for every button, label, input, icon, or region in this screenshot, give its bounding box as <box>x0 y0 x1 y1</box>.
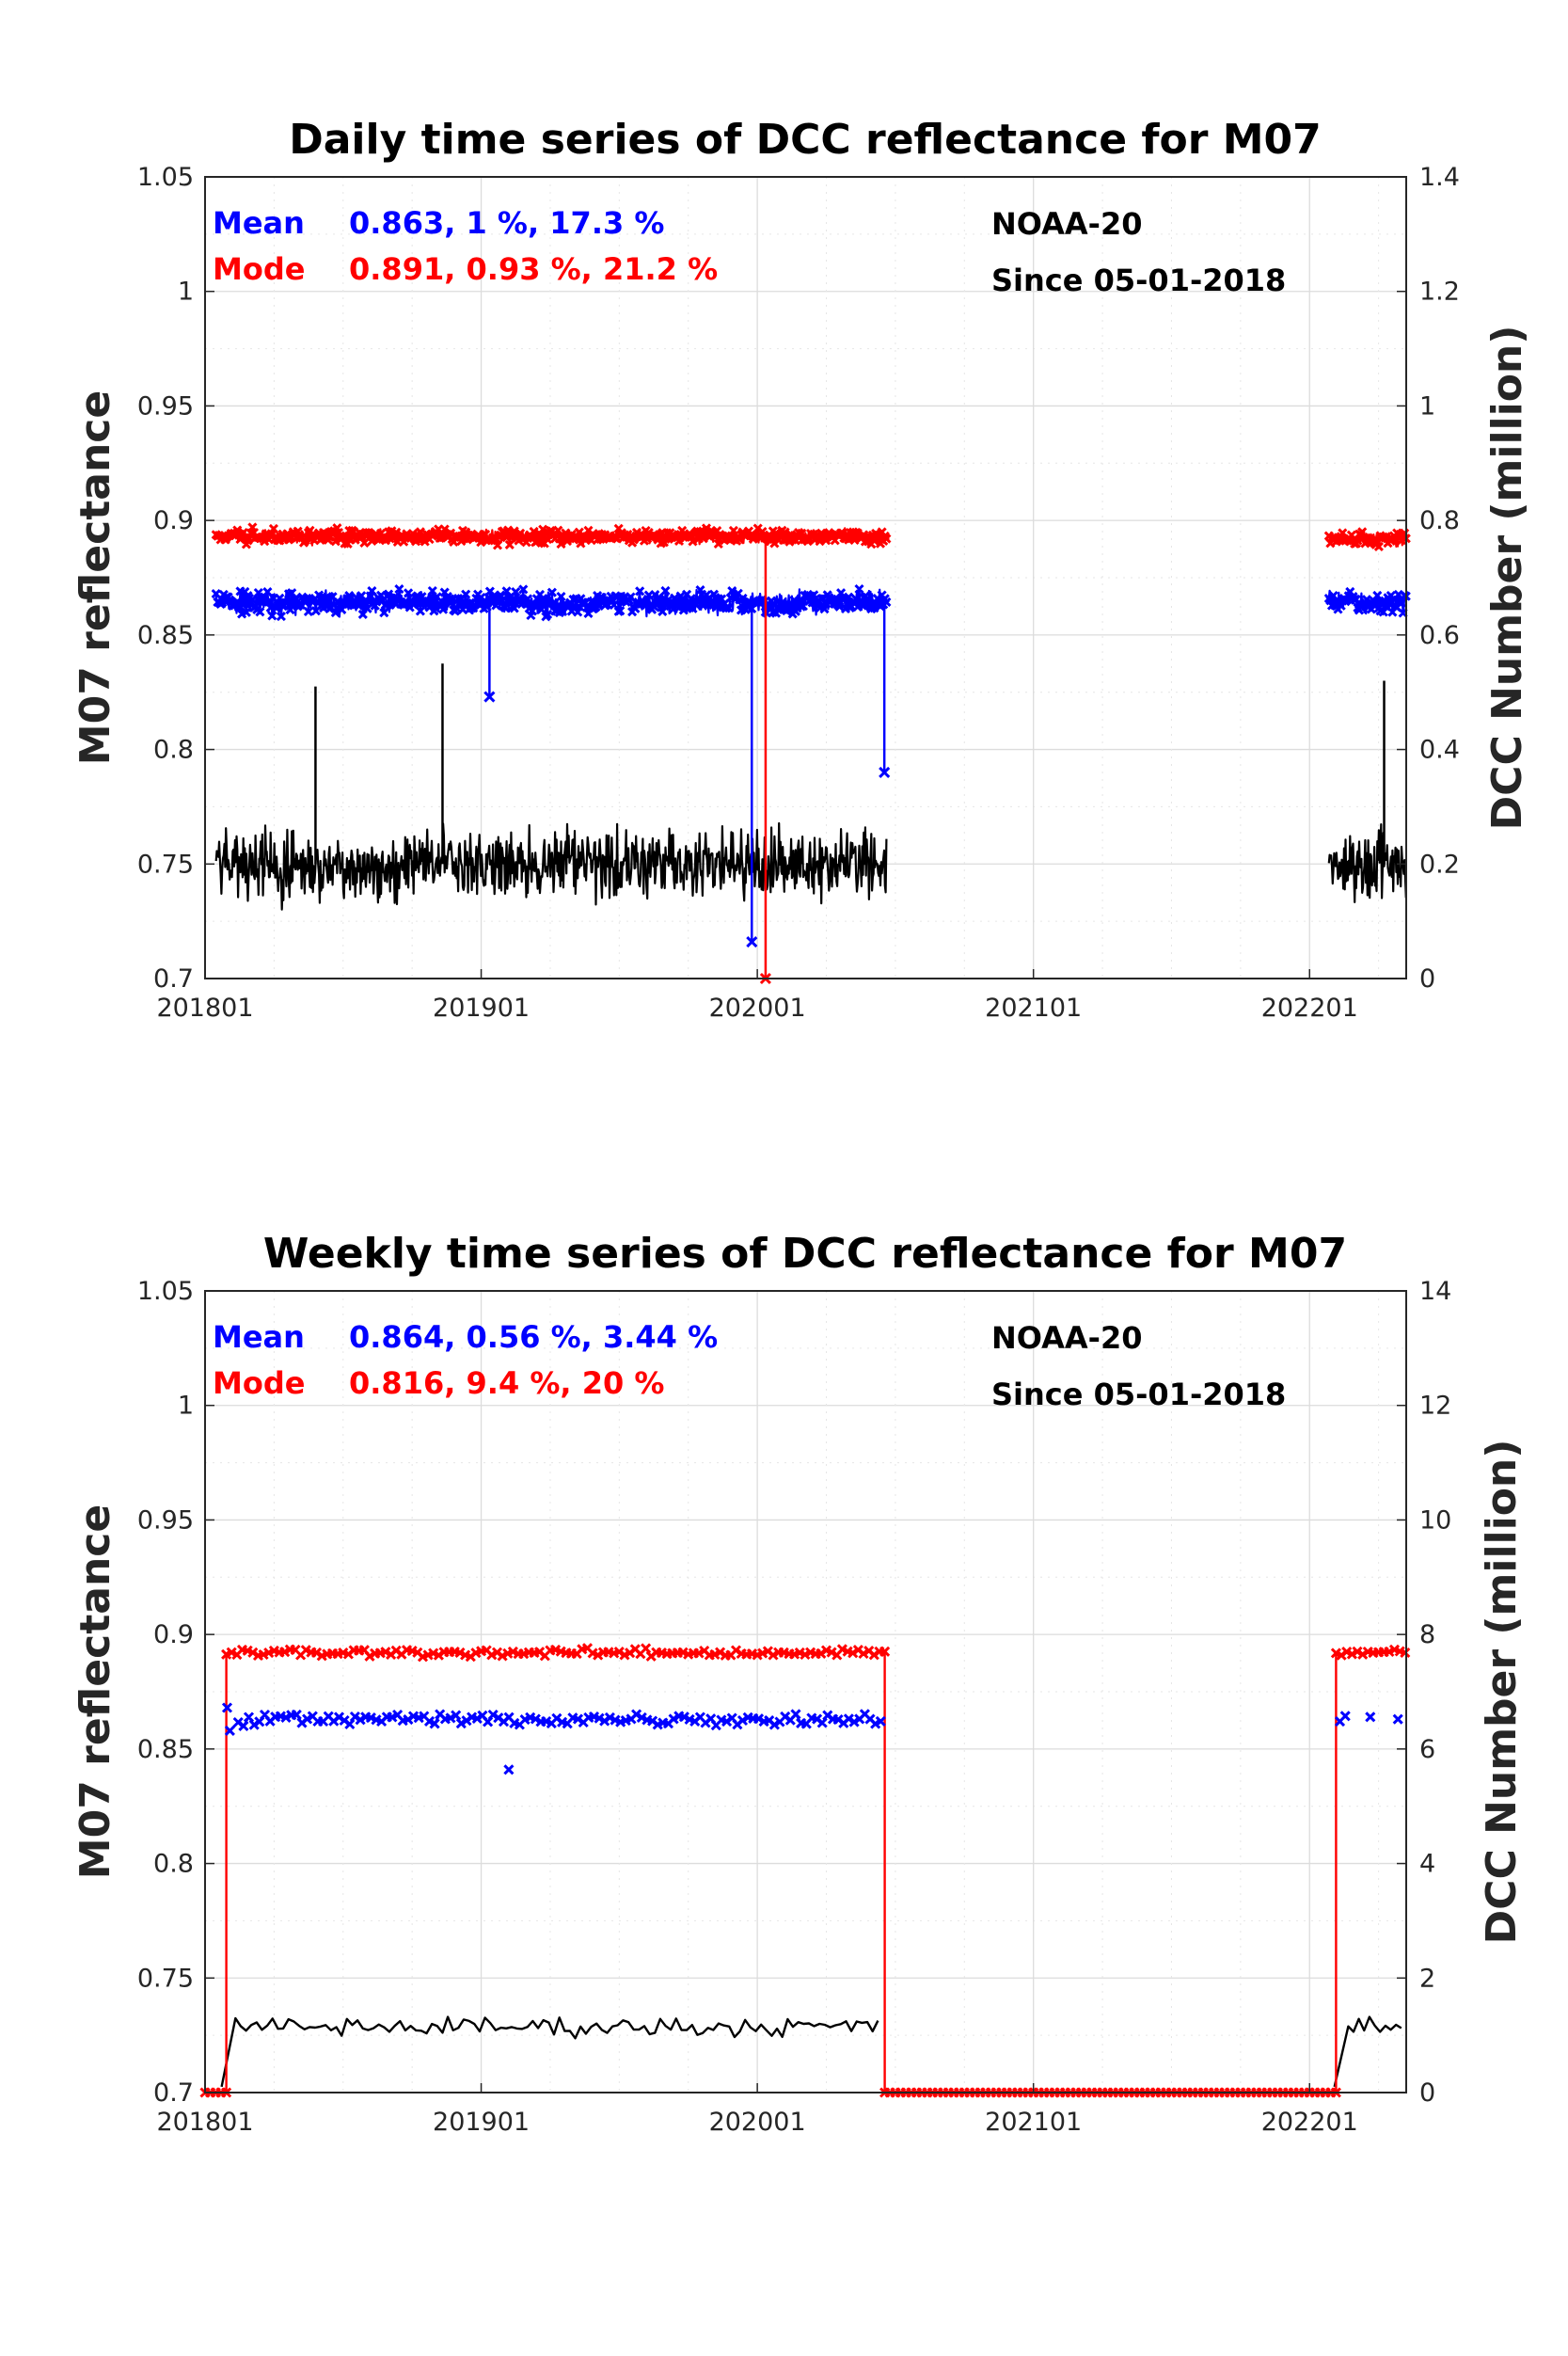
y-tick-label: 0.8 <box>153 736 194 765</box>
x-tick-label: 202101 <box>985 2108 1082 2137</box>
weekly-chart-title: Weekly time series of DCC reflectance fo… <box>263 1230 1347 1278</box>
y2-tick-label: 10 <box>1419 1505 1451 1535</box>
weekly-mean-markers <box>232 1709 886 1731</box>
weekly-dcc-count-line <box>1333 2015 1402 2088</box>
y2-tick-label: 0.8 <box>1419 506 1460 535</box>
y2-tick-label: 1.4 <box>1419 163 1460 192</box>
weekly-mode-legend-stats: 0.816, 9.4 %, 20 % <box>349 1365 664 1401</box>
daily-mean-outlier-marker <box>746 936 758 948</box>
weekly-mean-legend-label: Mean <box>213 1319 305 1355</box>
daily-mode-markers <box>211 522 892 550</box>
y2-tick-label: 1.2 <box>1419 278 1460 307</box>
daily-mode-legend-label: Mode <box>213 251 305 287</box>
daily-chart-panel: Daily time series of DCC reflectance for… <box>71 116 1531 1023</box>
y2-tick-label: 0.2 <box>1419 850 1460 879</box>
y2-tick-label: 0 <box>1419 2078 1435 2108</box>
daily-mean-outlier-marker <box>483 691 496 703</box>
weekly-y-axis-label: M07 reflectance <box>71 1504 119 1879</box>
weekly-since-annotation: Since 05-01-2018 <box>991 1377 1286 1412</box>
x-tick-label: 202201 <box>1261 994 1358 1023</box>
y-tick-label: 0.7 <box>153 964 194 994</box>
daily-tick-labels: 0.7 0.75 0.8 0.85 0.9 0.95 1 1.05 0 0.2 0.4 0.6 0.8 1… <box>137 163 1460 1023</box>
daily-y-axis-label: M07 reflectance <box>71 390 119 765</box>
y-tick-label: 0.75 <box>137 850 194 879</box>
weekly-mode-legend-label: Mode <box>213 1365 305 1401</box>
y-tick-label: 1 <box>178 278 194 307</box>
y2-tick-label: 8 <box>1419 1620 1435 1649</box>
y-tick-label: 1 <box>178 1392 194 1421</box>
y2-tick-label: 2 <box>1419 1964 1435 1993</box>
weekly-data-marks <box>199 1643 1411 2098</box>
y-tick-label: 1.05 <box>137 163 194 192</box>
daily-plot-frame <box>204 176 1407 979</box>
x-tick-label: 201801 <box>156 2108 253 2137</box>
x-tick-label: 202201 <box>1261 2108 1358 2137</box>
x-tick-label: 202001 <box>709 994 806 1023</box>
y-tick-label: 0.75 <box>137 1964 194 1993</box>
weekly-tick-labels: 0.7 0.75 0.8 0.85 0.9 0.95 1 1.05 0 2 4 6 8 10 12 14 201… <box>137 1277 1451 2137</box>
weekly-chart-panel: Weekly time series of DCC reflectance fo… <box>71 1230 1526 2137</box>
y2-tick-label: 0.4 <box>1419 736 1460 765</box>
daily-data-marks <box>211 522 1411 985</box>
weekly-plot-frame <box>204 1290 1407 2093</box>
x-tick-label: 202001 <box>709 2108 806 2137</box>
daily-chart-title: Daily time series of DCC reflectance for… <box>289 116 1322 164</box>
daily-mean-outlier-marker <box>879 766 891 778</box>
y-tick-label: 0.95 <box>137 1505 194 1535</box>
weekly-y2-axis-label: DCC Number (million) <box>1478 1440 1526 1945</box>
x-tick-label: 201801 <box>156 994 253 1023</box>
daily-y2-axis-label: DCC Number (million) <box>1483 326 1531 831</box>
weekly-satellite-annotation: NOAA-20 <box>991 1320 1142 1356</box>
y2-tick-label: 0 <box>1419 964 1435 994</box>
x-tick-label: 201901 <box>433 2108 530 2137</box>
y2-tick-label: 0.6 <box>1419 621 1460 650</box>
weekly-mean-extra-markers <box>221 1702 1403 1775</box>
weekly-dcc-count-line <box>220 2015 879 2088</box>
daily-mode-legend-stats: 0.891, 0.93 %, 21.2 % <box>349 251 718 287</box>
x-tick-label: 202101 <box>985 994 1082 1023</box>
y-tick-label: 0.95 <box>137 391 194 421</box>
y-tick-label: 1.05 <box>137 1277 194 1306</box>
daily-satellite-annotation: NOAA-20 <box>991 206 1142 242</box>
daily-since-annotation: Since 05-01-2018 <box>991 263 1286 298</box>
y2-tick-label: 6 <box>1419 1735 1435 1764</box>
y2-tick-label: 1 <box>1419 391 1435 421</box>
weekly-mean-legend-stats: 0.864, 0.56 %, 3.44 % <box>349 1319 718 1355</box>
y-tick-label: 0.8 <box>153 1850 194 1879</box>
y2-tick-label: 14 <box>1419 1277 1451 1306</box>
weekly-grid <box>205 1290 1406 2093</box>
daily-mean-legend-label: Mean <box>213 205 305 241</box>
y-tick-label: 0.85 <box>137 1735 194 1764</box>
y-tick-label: 0.85 <box>137 621 194 650</box>
y2-tick-label: 4 <box>1419 1850 1435 1879</box>
daily-mean-legend-stats: 0.863, 1 %, 17.3 % <box>349 205 664 241</box>
daily-dcc-count-line <box>1327 823 1407 903</box>
y-tick-label: 0.7 <box>153 2078 194 2108</box>
daily-mean-markers <box>211 583 892 622</box>
y2-tick-label: 12 <box>1419 1392 1451 1421</box>
x-tick-label: 201901 <box>433 994 530 1023</box>
daily-dcc-count-line <box>214 821 888 911</box>
y-tick-label: 0.9 <box>153 1620 194 1649</box>
y-tick-label: 0.9 <box>153 506 194 535</box>
daily-mean-markers <box>1323 586 1411 618</box>
weekly-mode-markers <box>199 1643 1411 2098</box>
daily-mode-markers <box>1323 527 1411 551</box>
weekly-mean-markers <box>1334 1711 1351 1727</box>
